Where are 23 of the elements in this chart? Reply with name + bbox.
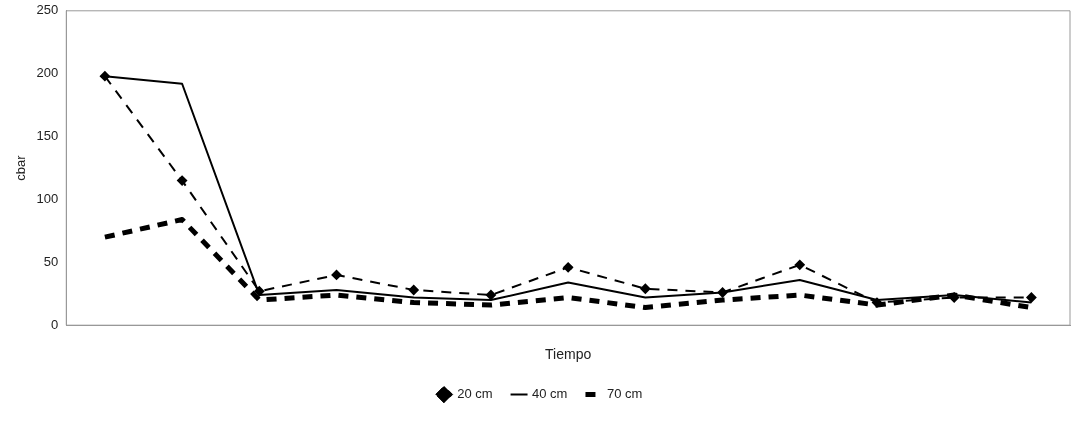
y-tick-label: 50 bbox=[43, 253, 59, 269]
point bbox=[640, 283, 651, 294]
point bbox=[871, 297, 882, 308]
y-tick-label: 100 bbox=[36, 191, 59, 207]
y-tick-label: 0 bbox=[51, 316, 59, 332]
point bbox=[99, 71, 110, 82]
y-axis-title: cbar bbox=[13, 154, 29, 181]
point bbox=[949, 292, 960, 303]
legend-label: 70 cm bbox=[606, 386, 643, 402]
point bbox=[794, 259, 805, 270]
x-axis-title: Tiempo bbox=[545, 346, 592, 363]
point bbox=[331, 269, 342, 280]
legend-label: 40 cm bbox=[532, 386, 568, 402]
y-tick-label: 200 bbox=[36, 65, 59, 81]
point bbox=[177, 175, 188, 186]
y-tick-label: 250 bbox=[36, 2, 59, 18]
legend-label: 20 cm bbox=[457, 386, 493, 402]
point bbox=[1026, 292, 1037, 303]
point bbox=[254, 286, 265, 297]
point bbox=[563, 262, 574, 273]
point bbox=[408, 284, 419, 295]
point bbox=[717, 287, 728, 298]
y-tick-label: 150 bbox=[36, 128, 59, 144]
